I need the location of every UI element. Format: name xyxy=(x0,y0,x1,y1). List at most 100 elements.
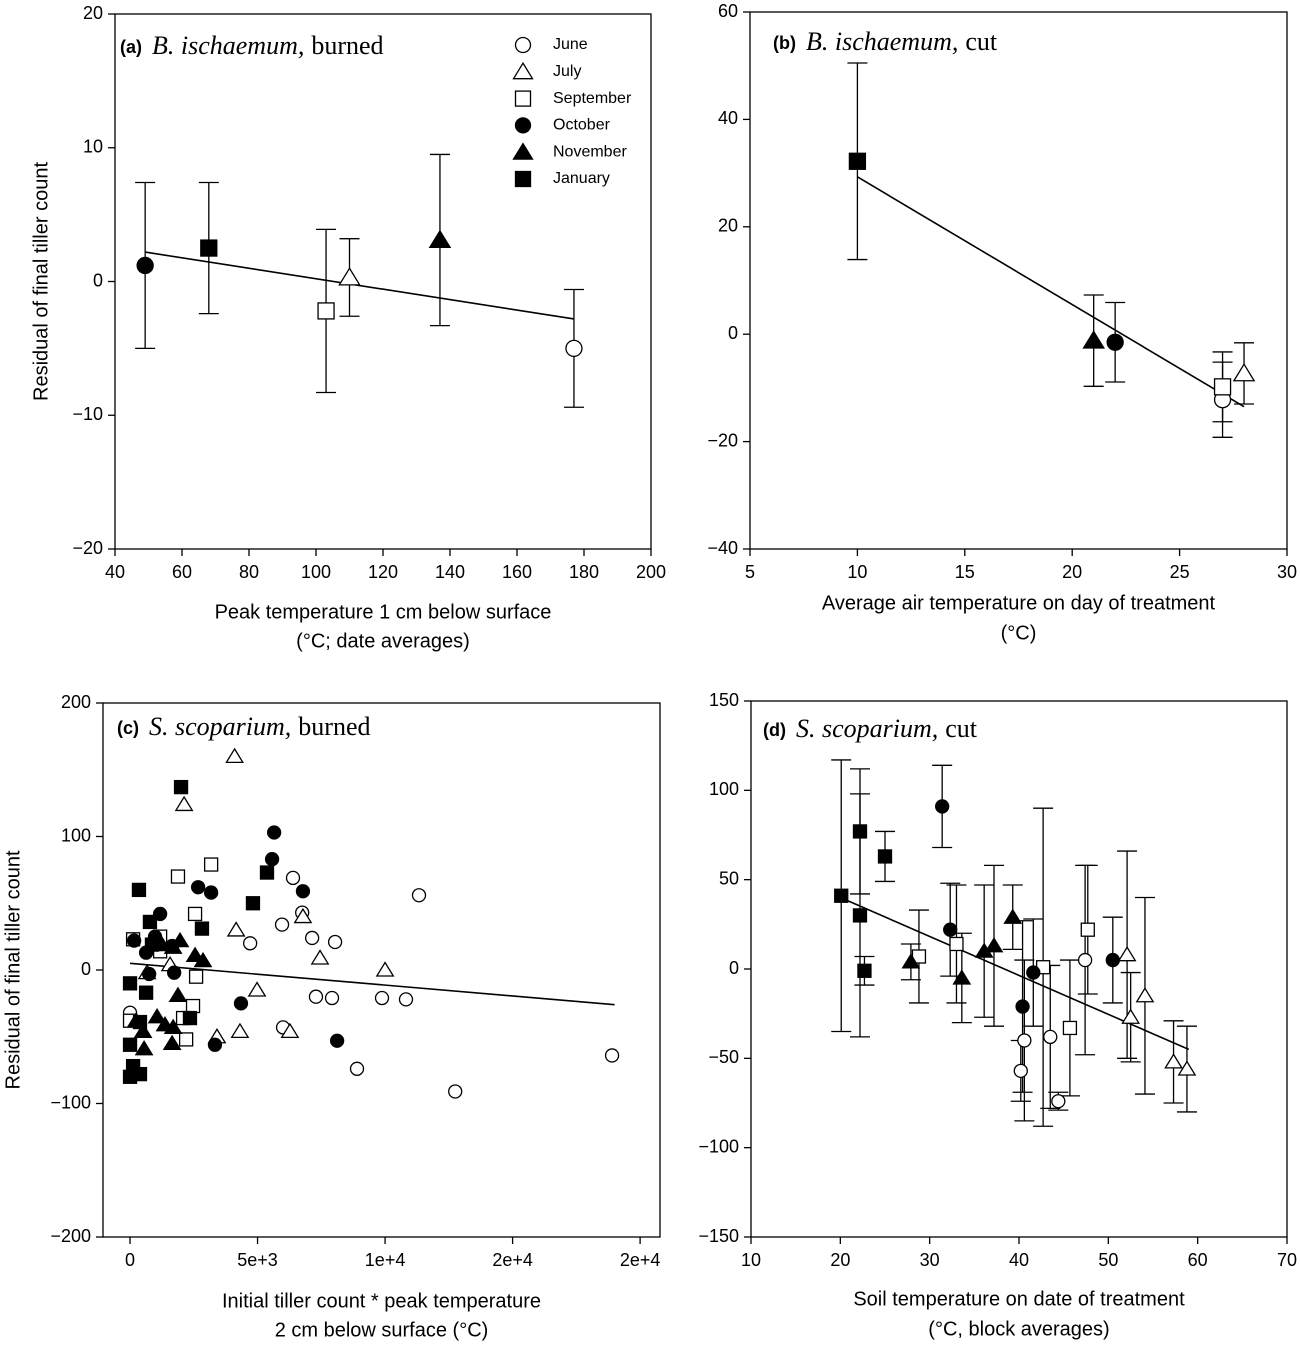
title-label: (d) xyxy=(763,720,786,740)
marker xyxy=(134,1040,154,1056)
marker xyxy=(264,852,280,867)
marker xyxy=(317,302,335,320)
marker xyxy=(1080,922,1095,937)
y-tick-label: 0 xyxy=(81,959,91,979)
x-tick-label: 0 xyxy=(125,1250,135,1270)
marker xyxy=(203,857,219,872)
marker xyxy=(190,880,206,895)
marker xyxy=(233,996,249,1011)
marker xyxy=(1164,1053,1183,1069)
x-tick-label: 40 xyxy=(1009,1250,1029,1270)
y-tick-label: −10 xyxy=(72,404,103,424)
x-tick-label: 2e+4 xyxy=(492,1250,533,1270)
x-axis-label: (°C) xyxy=(1001,622,1037,644)
marker xyxy=(193,951,213,968)
marker xyxy=(1077,952,1093,968)
marker xyxy=(167,965,182,980)
marker xyxy=(245,896,261,911)
x-axis-label: (°C; date averages) xyxy=(296,630,470,652)
x-tick-label: 120 xyxy=(368,562,398,582)
title-label: (c) xyxy=(117,718,139,738)
marker xyxy=(280,1022,300,1039)
x-axis-label: 2 cm below surface (°C) xyxy=(275,1319,489,1341)
y-tick-label: −40 xyxy=(707,538,738,558)
marker xyxy=(877,849,893,864)
y-tick-label: −20 xyxy=(707,430,738,450)
marker xyxy=(329,1033,345,1048)
marker xyxy=(834,888,849,903)
marker xyxy=(230,1022,250,1039)
title-species: S. scoparium, xyxy=(149,712,291,741)
marker xyxy=(173,779,189,795)
x-tick-label: 5e+3 xyxy=(237,1250,278,1270)
marker xyxy=(1026,965,1041,980)
title-species: S. scoparium, xyxy=(796,714,938,743)
legend-marker xyxy=(514,117,532,134)
marker xyxy=(952,969,972,985)
marker xyxy=(136,256,154,275)
marker xyxy=(375,961,395,977)
marker xyxy=(187,906,203,922)
y-tick-label: −150 xyxy=(698,1226,739,1246)
marker xyxy=(411,888,427,903)
marker xyxy=(1062,1020,1078,1036)
fit-line xyxy=(129,962,615,1006)
panel-title: (a) B. ischaemum, burned xyxy=(120,31,384,60)
marker xyxy=(1017,1033,1032,1048)
x-tick-label: 10 xyxy=(741,1250,761,1270)
fit-line xyxy=(145,251,575,320)
marker xyxy=(295,884,311,899)
y-tick-label: 50 xyxy=(719,868,739,888)
fit-line xyxy=(856,176,1245,408)
legend-label: June xyxy=(553,36,588,53)
marker xyxy=(163,938,183,954)
marker xyxy=(324,990,340,1006)
title-treatment: burned xyxy=(298,712,370,741)
marker xyxy=(163,1018,183,1035)
y-tick-label: 100 xyxy=(61,825,91,845)
x-tick-label: 70 xyxy=(1277,1250,1297,1270)
marker xyxy=(138,985,154,1000)
marker xyxy=(194,921,210,936)
legend-label: November xyxy=(553,143,627,160)
y-tick-label: −50 xyxy=(708,1047,739,1067)
x-tick-label: 180 xyxy=(569,562,599,582)
x-tick-label: 2e+4 xyxy=(620,1250,661,1270)
y-tick-label: 200 xyxy=(61,692,91,712)
y-tick-label: −200 xyxy=(50,1226,91,1246)
x-axis-label: Soil temperature on date of treatment xyxy=(853,1288,1185,1310)
marker xyxy=(374,990,390,1006)
title-treatment: burned xyxy=(311,31,383,60)
marker xyxy=(207,1037,223,1052)
marker xyxy=(174,795,194,812)
panel-title: (b) B. ischaemum, cut xyxy=(773,27,998,56)
marker xyxy=(1015,999,1030,1014)
marker xyxy=(142,914,158,930)
marker xyxy=(225,747,244,764)
legend-marker xyxy=(512,61,534,80)
marker xyxy=(144,937,160,952)
marker xyxy=(852,824,868,839)
legend-label: July xyxy=(553,63,581,80)
marker xyxy=(122,1037,138,1052)
plot-frame xyxy=(750,700,1288,1238)
marker xyxy=(226,921,246,937)
title-label: (b) xyxy=(773,33,796,53)
marker xyxy=(188,969,204,984)
marker xyxy=(565,339,583,358)
marker xyxy=(943,922,958,937)
marker xyxy=(1117,945,1137,962)
marker xyxy=(304,930,320,946)
marker xyxy=(266,825,282,840)
marker xyxy=(182,1010,198,1026)
marker xyxy=(285,870,301,886)
marker xyxy=(131,882,147,898)
marker xyxy=(259,865,275,880)
marker xyxy=(428,229,452,249)
marker xyxy=(1135,987,1155,1003)
marker xyxy=(133,1022,153,1039)
x-axis-label: Peak temperature 1 cm below surface xyxy=(215,601,552,623)
y-tick-label: 0 xyxy=(728,323,738,343)
marker xyxy=(170,869,186,884)
